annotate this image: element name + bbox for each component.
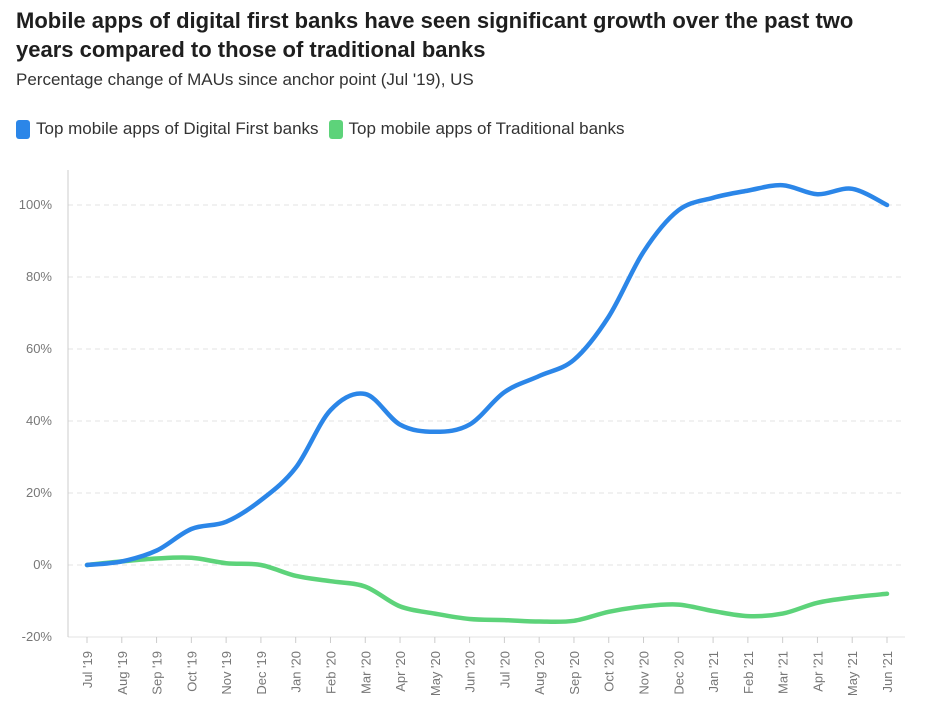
x-tick-label: Oct '20 (602, 651, 617, 692)
x-tick-label: Apr '20 (393, 651, 408, 692)
x-tick-label: Feb '20 (323, 651, 338, 694)
x-tick-label: May '21 (845, 651, 860, 696)
y-tick-label: 20% (26, 485, 52, 500)
x-tick-label: Dec '20 (671, 651, 686, 695)
x-tick-label: Mar '21 (776, 651, 791, 694)
y-tick-label: -20% (22, 629, 53, 644)
x-tick-label: Nov '20 (637, 651, 652, 695)
x-tick-label: Nov '19 (219, 651, 234, 695)
series-lines (84, 182, 890, 625)
legend-label-traditional: Top mobile apps of Traditional banks (348, 119, 625, 138)
x-tick-label: Feb '21 (741, 651, 756, 694)
x-tick-label: Sep '20 (567, 651, 582, 695)
legend-item-digital[interactable]: Top mobile apps of Digital First banks (16, 119, 319, 139)
x-tick-label: Jul '20 (497, 651, 512, 688)
x-tick-label: Dec '19 (254, 651, 269, 695)
x-tick-label: Jun '21 (880, 651, 895, 693)
y-tick-label: 80% (26, 269, 52, 284)
x-tick-label: May '20 (428, 651, 443, 696)
legend: Top mobile apps of Digital First banks T… (16, 119, 634, 139)
y-axis-ticks: -20% 0% 20% 40% 60% 80% 100% (19, 197, 53, 644)
chart-title: Mobile apps of digital first banks have … (16, 8, 854, 62)
x-tick-label: Mar '20 (358, 651, 373, 694)
y-tick-label: 40% (26, 413, 52, 428)
legend-label-digital: Top mobile apps of Digital First banks (36, 119, 319, 138)
series-line-digital-first (84, 182, 890, 568)
gridlines (67, 170, 905, 638)
x-tick-label: Jul '19 (80, 651, 95, 688)
x-tick-label: Oct '19 (184, 651, 199, 692)
x-tick-label: Jan '20 (289, 651, 304, 693)
x-tick-label: Jun '20 (463, 651, 478, 693)
y-tick-label: 0% (33, 557, 52, 572)
y-tick-label: 100% (19, 197, 53, 212)
x-tick-label: Jan '21 (706, 651, 721, 693)
x-tick-label: Sep '19 (150, 651, 165, 695)
legend-swatch-digital (16, 119, 30, 139)
x-tick-label: Aug '20 (532, 651, 547, 695)
legend-item-traditional[interactable]: Top mobile apps of Traditional banks (328, 119, 625, 139)
series-line-traditional (84, 555, 890, 625)
x-axis-ticks: Jul '19 Aug '19 Sep '19 Oct '19 Nov '19 Dec '… (80, 637, 895, 696)
chart-subtitle: Percentage change of MAUs since anchor p… (16, 70, 474, 89)
legend-swatch-traditional (328, 119, 343, 139)
y-tick-label: 60% (26, 341, 52, 356)
x-tick-label: Apr '21 (810, 651, 825, 692)
x-tick-label: Aug '19 (115, 651, 130, 695)
